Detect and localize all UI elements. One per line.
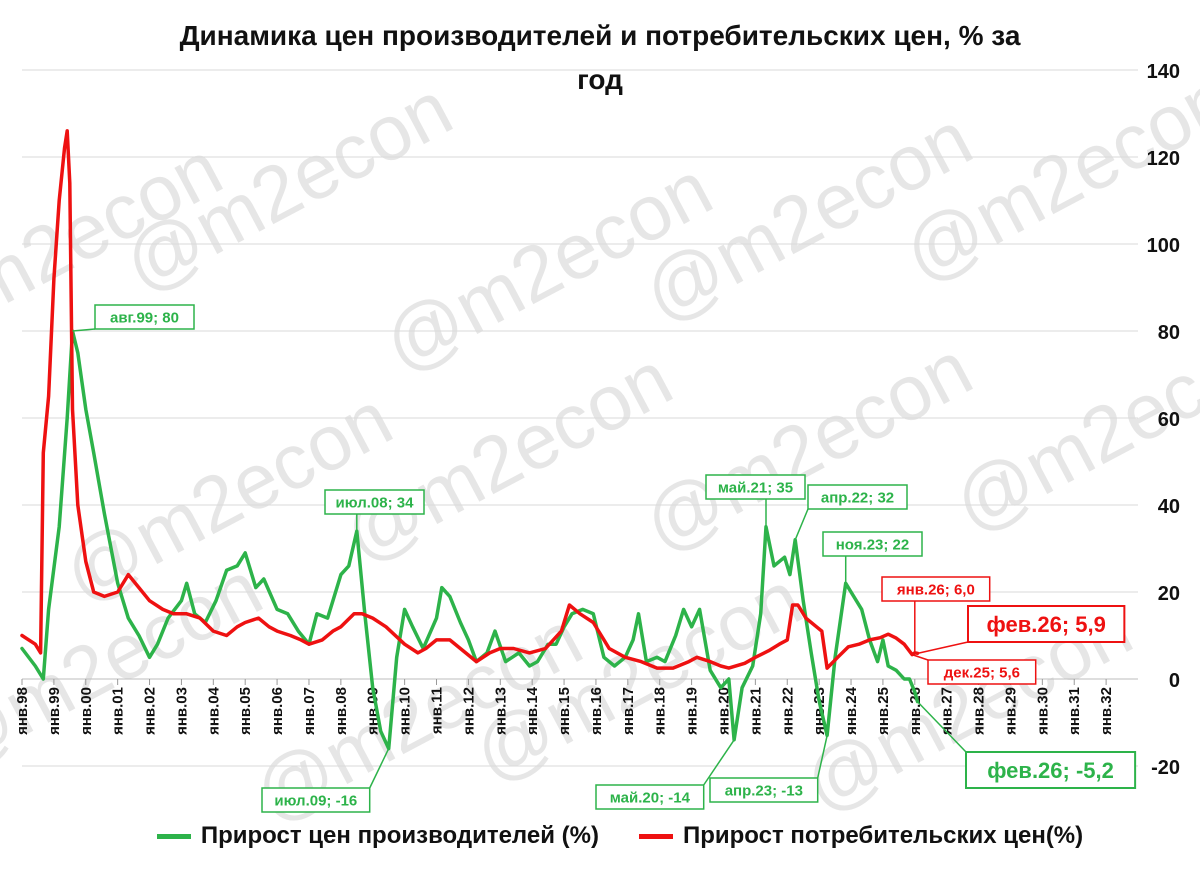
- annotation-box: [881, 576, 991, 602]
- annotation-label: фев.26; 5,9: [987, 612, 1106, 637]
- annotation-layer: авг.99; 80 июл.08; 34 июл.09; -16 май.20; -…: [72, 304, 1137, 813]
- annotation-label: май.20; -14: [610, 789, 691, 806]
- chart-title-line2: год: [577, 64, 623, 95]
- annotation-label: авг.99; 80: [110, 309, 179, 326]
- annotation-leader: [703, 739, 735, 786]
- x-tick-label: янв.20: [715, 687, 732, 735]
- x-tick-label: янв.22: [779, 687, 796, 735]
- annotation-box: [965, 751, 1137, 789]
- annotation-label: июл.08; 34: [336, 494, 415, 511]
- x-tick-label: янв.06: [269, 687, 286, 735]
- y-tick-label: 100: [1147, 235, 1180, 257]
- annotation-leader: [72, 328, 96, 332]
- annotation-box: [967, 605, 1126, 643]
- y-axis-ticks: -20 0 20 40 60 80 100 120 140: [1147, 61, 1180, 779]
- annotation-box: [709, 777, 819, 803]
- x-tick-label: янв.31: [1066, 687, 1083, 735]
- annotation-label: апр.23; -13: [725, 782, 803, 799]
- x-axis-ticks: янв.98 янв.99 янв.00 янв.01 янв.02 янв.03 янв.…: [14, 679, 1115, 735]
- annotation-box: [807, 484, 908, 510]
- legend-swatch-producer: [156, 833, 191, 839]
- annotation-box: [324, 489, 425, 515]
- x-tick-label: янв.05: [237, 687, 254, 735]
- x-tick-label: янв.25: [875, 687, 892, 735]
- annotation-label: июл.09; -16: [274, 792, 357, 809]
- x-tick-label: янв.27: [939, 687, 956, 735]
- x-tick-label: янв.15: [556, 687, 573, 735]
- y-tick-label: 40: [1158, 496, 1180, 518]
- chart-title-line1: Динамика цен производителей и потребител…: [179, 20, 1021, 51]
- y-tick-label: 140: [1147, 61, 1180, 83]
- annotation-leader: [916, 701, 967, 753]
- annotation-label: ноя.23; 22: [836, 536, 909, 553]
- x-tick-label: янв.32: [1098, 687, 1115, 735]
- x-tick-label: янв.08: [333, 687, 350, 735]
- series-line-consumer: [20, 129, 920, 670]
- legend-item-producer: Прирост цен производителей (%): [156, 822, 599, 850]
- x-tick-label: янв.26: [907, 687, 924, 735]
- annotation-leader: [794, 508, 809, 541]
- annotation-box: [705, 474, 806, 500]
- annotation-box: [595, 784, 705, 810]
- x-tick-label: янв.03: [173, 687, 190, 735]
- annotation-label: фев.26; -5,2: [987, 758, 1114, 783]
- y-tick-label: 0: [1169, 670, 1180, 692]
- legend-item-consumer: Прирост потребительских цен(%): [638, 822, 1084, 850]
- x-tick-label: янв.19: [684, 687, 701, 735]
- legend-label-consumer: Прирост потребительских цен(%): [682, 822, 1084, 849]
- annotation-box: [927, 659, 1037, 685]
- x-tick-label: янв.28: [971, 687, 988, 735]
- x-tick-label: янв.07: [301, 687, 318, 735]
- x-tick-label: янв.30: [1034, 687, 1051, 735]
- x-tick-label: янв.21: [747, 687, 764, 735]
- x-tick-label: янв.98: [14, 687, 31, 735]
- chart-legend: Прирост цен производителей (%) Прирост п…: [80, 818, 1160, 854]
- annotation-leader: [369, 748, 390, 789]
- annotation-leader: [917, 641, 969, 655]
- annotation-leader: [911, 653, 929, 661]
- x-tick-label: янв.14: [524, 686, 541, 735]
- x-tick-label: янв.13: [492, 687, 509, 735]
- legend-swatch-consumer: [638, 833, 673, 839]
- y-tick-label: -20: [1151, 757, 1180, 779]
- x-tick-label: янв.24: [843, 686, 860, 735]
- y-tick-label: 120: [1147, 148, 1180, 170]
- x-tick-label: янв.04: [205, 686, 222, 735]
- y-tick-label: 60: [1158, 409, 1180, 431]
- x-tick-label: янв.02: [142, 687, 159, 735]
- y-tick-label: 20: [1158, 583, 1180, 605]
- legend-label-producer: Прирост цен производителей (%): [200, 822, 599, 849]
- annotation-box: [822, 531, 923, 557]
- annotation-label: май.21; 35: [718, 479, 793, 496]
- x-tick-label: янв.10: [397, 687, 414, 735]
- series-layer: [20, 129, 920, 751]
- x-tick-label: янв.17: [620, 687, 637, 735]
- x-tick-label: янв.00: [78, 687, 95, 735]
- annotation-label: янв.26; 6,0: [897, 581, 975, 598]
- x-tick-label: янв.01: [110, 687, 127, 735]
- x-tick-label: янв.99: [46, 687, 63, 735]
- x-tick-label: янв.18: [652, 687, 669, 735]
- annotation-box: [261, 787, 371, 813]
- annotation-leader: [816, 735, 828, 779]
- annotation-box: [94, 304, 195, 330]
- series-line-producer: [20, 329, 920, 751]
- annotation-label: дек.25; 5,6: [944, 664, 1020, 681]
- x-tick-label: янв.11: [429, 687, 446, 734]
- x-tick-label: янв.16: [588, 687, 605, 735]
- y-tick-label: 80: [1158, 322, 1180, 344]
- x-tick-label: янв.29: [1002, 687, 1019, 735]
- annotation-label: апр.22; 32: [821, 489, 894, 506]
- x-tick-label: янв.12: [460, 687, 477, 735]
